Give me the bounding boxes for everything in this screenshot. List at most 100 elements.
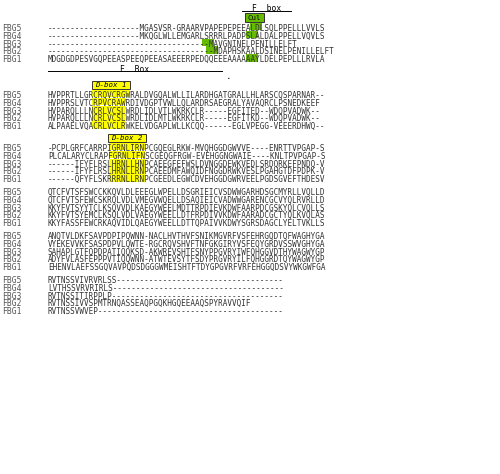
- Text: VYEKEVVKFSASPDPVLQWTE-RGCRQVSHVFTNFGKGIRYVSFEQYGRDVSSWVGHYGA: VYEKEVVKFSASPDPVLQWTE-RGCRQVSHVFTNFGKGIR…: [48, 240, 326, 249]
- Bar: [112, 166, 116, 173]
- Text: KKYFASSFEWCRKAQVIDLQAEGYWEELLDTTQPAIVVKDWYSGRSDAGCLYELTVKLLS: KKYFASSFEWCRKAQVIDLQAEGYWEELLDTTQPAIVVKD…: [48, 219, 326, 228]
- Bar: [108, 98, 112, 105]
- Bar: [125, 159, 129, 166]
- Text: HVPPRTLLGRCRQVCRGWRALDVGQALWLLILARDHGATGRALLHLARSCQSPARNAR--: HVPPRTLLGRCRQVCRGWRALDVGQALWLLILARDHGATG…: [48, 91, 326, 100]
- Text: KKYFVTSYEMCLKSQLVDLVAEGYWEELLDTFRPDIVVKDWFAARADCGCTYQLKVQLAS: KKYFVTSYEMCLKSQLVDLVAEGYWEELLDTFRPDIVVKD…: [48, 211, 326, 220]
- Bar: [112, 98, 116, 105]
- Text: FBG5: FBG5: [2, 24, 21, 33]
- Text: LVTHSSVRVRIRLS-------------------------------------: LVTHSSVRVRIRLS--------------------------…: [48, 284, 284, 293]
- Bar: [206, 46, 210, 54]
- Text: FBG5: FBG5: [2, 232, 21, 241]
- Text: FBG3: FBG3: [2, 204, 21, 213]
- Text: --------------------MKQGLWLLEMGARLSRRRLPADPSLALDALPPELLVQVLS: --------------------MKQGLWLLEMGARLSRRRLP…: [48, 32, 326, 41]
- Bar: [125, 151, 129, 158]
- Bar: [104, 90, 108, 97]
- Text: FBG1: FBG1: [2, 219, 21, 228]
- Bar: [112, 174, 116, 182]
- Bar: [120, 98, 124, 105]
- Bar: [254, 54, 258, 62]
- Bar: [92, 113, 96, 121]
- Bar: [116, 166, 120, 173]
- Bar: [100, 113, 104, 121]
- Bar: [108, 113, 112, 121]
- Text: F  Box: F Box: [120, 65, 150, 74]
- Bar: [141, 166, 145, 173]
- Bar: [112, 151, 116, 158]
- Bar: [116, 121, 120, 128]
- Bar: [96, 121, 100, 128]
- Text: MDGDGDPESVGQPEEASPEEQPEEASAEEERPEDQQEEEAAAAAAYLDELPEPLLLRVLA: MDGDGDPESVGQPEEASPEEQPEEASAEEERPEDQQEEEA…: [48, 55, 326, 64]
- Bar: [104, 106, 108, 113]
- Text: D-box 2: D-box 2: [111, 135, 142, 141]
- Text: FBG1: FBG1: [2, 263, 21, 272]
- Bar: [120, 106, 124, 113]
- Bar: [125, 174, 129, 182]
- Bar: [104, 98, 108, 105]
- Bar: [120, 121, 124, 128]
- Bar: [133, 166, 137, 173]
- Bar: [116, 159, 120, 166]
- Bar: [112, 113, 116, 121]
- Bar: [96, 106, 100, 113]
- Text: FBG4: FBG4: [2, 284, 21, 293]
- Text: FBG1: FBG1: [2, 175, 21, 184]
- Text: ANQTVLDKFSAVPDPIPQWNN-NACLHVTHVFSNIKMGVRFVSFEHRGQDTQFWAGHYGA: ANQTVLDKFSAVPDPIPQWNN-NACLHVTHVFSNIKMGVR…: [48, 232, 326, 241]
- Bar: [120, 143, 124, 150]
- Text: FBG3: FBG3: [2, 247, 21, 256]
- Text: FBG3: FBG3: [2, 292, 21, 301]
- Text: RVTNSSIVVSPMTRNQASSEAQPGQKHGQEEAAQSPYRAVVQIF: RVTNSSIVVSPMTRNQASSEAQPGQKHGQEEAAQSPYRAV…: [48, 300, 252, 309]
- Bar: [92, 98, 96, 105]
- Bar: [108, 134, 146, 142]
- Bar: [92, 106, 96, 113]
- Bar: [133, 159, 137, 166]
- Bar: [108, 121, 112, 128]
- Bar: [133, 174, 137, 182]
- Bar: [246, 31, 250, 38]
- Bar: [129, 174, 133, 182]
- Text: FBG2: FBG2: [2, 211, 21, 220]
- Bar: [96, 113, 100, 121]
- Text: ------IFYFLRSLHRNLLHNPCAEEGFEFWSLDVNGGDEWKVEDLSRDQRKEFPNDQ-V: ------IFYFLRSLHRNLLHNPCAEEGFEFWSLDVNGGDE…: [48, 160, 326, 169]
- Bar: [96, 90, 100, 97]
- Bar: [133, 151, 137, 158]
- Text: PLCALARYCLRAPFGRNLIFNSCGEQGFRGW-EVEHGGNGWAIE----KNLTPVPGAP-S: PLCALARYCLRAPFGRNLIFNSCGEQGFRGW-EVEHGGNG…: [48, 152, 326, 161]
- Text: --------------------MGASVSR-GRAARVPAPEPEPEEALDLSQLPPELLLVVLS: --------------------MGASVSR-GRAARVPAPEPE…: [48, 24, 326, 33]
- Bar: [125, 90, 129, 97]
- Text: FBG4: FBG4: [2, 196, 21, 205]
- Bar: [206, 38, 210, 46]
- Text: SAHAPLGTFQPDPATIQQKSD-AKWREVSHTFSNYPPGVRYIWFQHGGVDTHYWAGWYGP: SAHAPLGTFQPDPATIQQKSD-AKWREVSHTFSNYPPGVR…: [48, 247, 326, 256]
- Text: FBG2: FBG2: [2, 47, 21, 56]
- Bar: [125, 143, 129, 150]
- Bar: [141, 159, 145, 166]
- Text: FBG5: FBG5: [2, 276, 21, 285]
- Bar: [214, 46, 218, 54]
- Bar: [129, 159, 133, 166]
- Text: FBG2: FBG2: [2, 255, 21, 264]
- Text: HVPARQLLLNCRLVCSLWRDLIDLMTLWKRKCLR-----EGFITKD--WDQPVADWK--: HVPARQLLLNCRLVCSLWRDLIDLMTLWKRKCLR-----E…: [48, 114, 321, 123]
- Bar: [112, 159, 116, 166]
- Text: Cul: Cul: [248, 15, 262, 20]
- Text: FBG1: FBG1: [2, 55, 21, 64]
- Text: RVTNSSITIRPPLP-------------------------------------: RVTNSSITIRPPLP--------------------------…: [48, 292, 284, 301]
- Text: EHENVLAEFSSGQVAVPQDSDGGGWMEISHTFTDYGPGVRFVRFEHGGQDSVYWKGWFGA: EHENVLAEFSSGQVAVPQDSDGGGWMEISHTFTDYGPGVR…: [48, 263, 326, 272]
- Text: RVTNSSVWVEP----------------------------------------: RVTNSSVWVEP-----------------------------…: [48, 307, 284, 316]
- Bar: [129, 151, 133, 158]
- Text: -PCPLGRFCARRPIGRNLIRNPCGQEGLRKW-MVQHGGDGWVVE----ENRTTVPGAP-S: -PCPLGRFCARRPIGRNLIRNPCGQEGLRKW-MVQHGGDG…: [48, 144, 326, 153]
- Text: RVTNSSVIVRVRLSS------------------------------------: RVTNSSVIVRVRLSS-------------------------…: [48, 276, 284, 285]
- Bar: [100, 106, 104, 113]
- Bar: [258, 23, 262, 30]
- Bar: [133, 143, 137, 150]
- Text: ALPAAELVQACRLVCLRWKELVDGAPLWLLKCQQ------EGLVPEGG-VEEERDHWQ--: ALPAAELVQACRLVCLRWKELVDGAPLWLLKCQQ------…: [48, 122, 326, 131]
- Bar: [250, 23, 254, 30]
- Bar: [120, 113, 124, 121]
- Bar: [250, 54, 254, 62]
- Text: FBG4: FBG4: [2, 32, 21, 41]
- Bar: [137, 151, 141, 158]
- Bar: [108, 143, 112, 150]
- Bar: [108, 166, 112, 173]
- Bar: [246, 54, 250, 62]
- Bar: [104, 113, 108, 121]
- Text: FBG3: FBG3: [2, 40, 21, 49]
- Text: ADYFVLASFEPPPVTIQQWNN-ATWTEVSYTFSDYPRGVRYILFQHGGRDTQYWAGWYGP: ADYFVLASFEPPPVTIQQWNN-ATWTEVSYTFSDYPRGVR…: [48, 255, 326, 264]
- Bar: [254, 31, 258, 38]
